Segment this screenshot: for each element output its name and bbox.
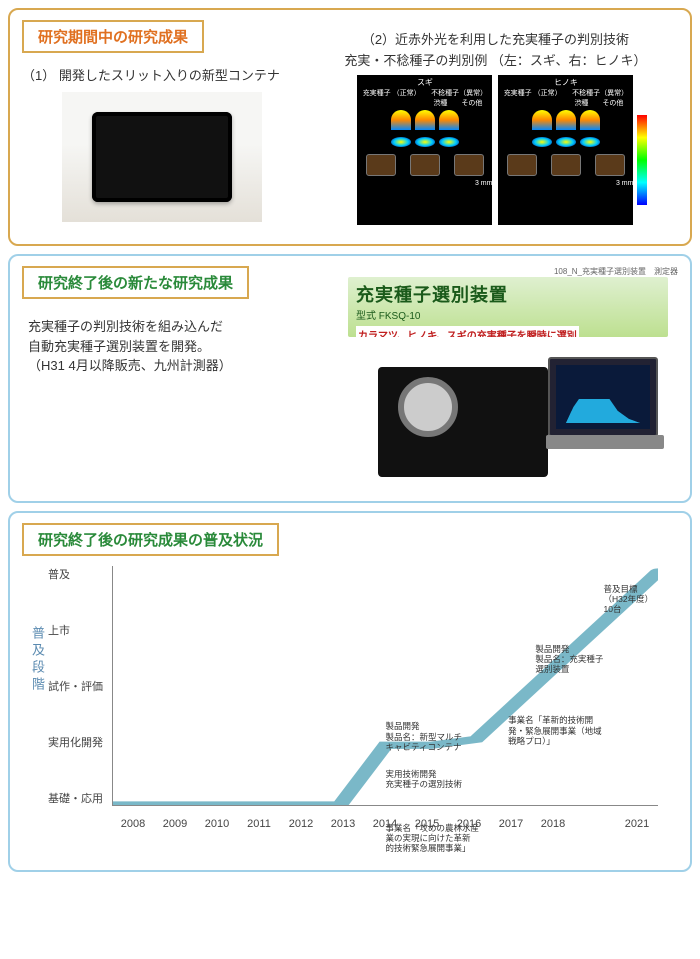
x10: 2018: [532, 818, 574, 830]
colorbar: [637, 115, 647, 205]
laptop: [548, 357, 658, 437]
machine-photo: [348, 337, 668, 487]
caption-1: （1） 開発したスリット入りの新型コンテナ: [22, 65, 303, 84]
nir-sugi-title: スギ: [357, 75, 492, 88]
col-right: （2）近赤外光を利用した充実種子の判別技術 充実・不稔種子の判別例 （左：スギ、…: [313, 59, 678, 230]
x2: 2010: [196, 818, 238, 830]
banner-tag: 108_N_充実種子選別装置 測定器: [348, 266, 678, 277]
y4: 基礎・応用: [48, 790, 108, 806]
laptop-screen: [556, 365, 650, 429]
x8: 2016: [448, 818, 490, 830]
y2: 試作・評価: [48, 678, 108, 694]
blob-row: [357, 135, 492, 152]
x5: 2013: [322, 818, 364, 830]
section-title-2: 研究終了後の新たな研究成果: [22, 266, 249, 299]
x-labels: 2008 2009 2010 2011 2012 2013 2014 2015 …: [112, 818, 658, 830]
nir-sub1b: 渋種: [574, 98, 588, 108]
nir-grid: スギ 充実種子 （正常） 不稔種子（異常） 渋種 その他 3 mm ヒノキ: [313, 75, 678, 225]
p2-left: 研究終了後の新たな研究成果 充実種子の判別技術を組み込んだ 自動充実種子選別装置…: [22, 266, 338, 487]
container-photo: [62, 92, 262, 222]
nir-hinoki-title: ヒノキ: [498, 75, 633, 88]
nir-col2b: 不稔種子（異常）: [572, 88, 628, 98]
y-labels: 普及 上市 試作・評価 実用化開発 基礎・応用: [48, 566, 108, 806]
x0: 2008: [112, 818, 154, 830]
caption-2b: 充実・不稔種子の判別例 （左：スギ、右：ヒノキ）: [313, 50, 678, 69]
scale-2: 3 mm: [498, 180, 633, 187]
seed-row: [357, 152, 492, 178]
scale-1: 3 mm: [357, 180, 492, 187]
chart-annotation: 製品開発 製品名：新型マルチ キャビティコンテナ: [386, 721, 463, 752]
machine-banner: 充実種子選別装置 型式 FKSQ-10 カラマツ、ヒノキ、スギの充実種子を瞬時に…: [348, 277, 668, 337]
x12: 2021: [616, 818, 658, 830]
panel-research-during: 研究期間中の研究成果 （1） 開発したスリット入りの新型コンテナ （2）近赤外光…: [8, 8, 692, 246]
nir-head2: 充実種子 （正常） 不稔種子（異常）: [498, 88, 633, 98]
banner-big: 充実種子選別装置: [356, 281, 660, 307]
panel-research-after: 研究終了後の新たな研究成果 充実種子の判別技術を組み込んだ 自動充実種子選別装置…: [8, 254, 692, 503]
nir-sub2b: その他: [602, 98, 623, 108]
machine-wheel: [398, 377, 458, 437]
nir-head: 充実種子 （正常） 不稔種子（異常）: [357, 88, 492, 98]
chart-annotation: 事業名「革新的技術開 発・緊急展開事業（地域 戦略プロ）」: [508, 715, 602, 746]
chart-annotation: 普及目標 （H32年度） 10台: [604, 584, 654, 615]
caption-2a: （2）近赤外光を利用した充実種子の判別技術: [313, 29, 678, 48]
histogram: [566, 383, 640, 423]
x3: 2011: [238, 818, 280, 830]
nir-hinoki: ヒノキ 充実種子 （正常） 不稔種子（異常） 渋種 その他 3 mm: [498, 75, 633, 225]
x11: [574, 818, 616, 830]
nir-sugi: スギ 充実種子 （正常） 不稔種子（異常） 渋種 その他 3 mm: [357, 75, 492, 225]
p2-right: 108_N_充実種子選別装置 測定器 充実種子選別装置 型式 FKSQ-10 カ…: [348, 266, 678, 487]
nir-col2: 不稔種子（異常）: [431, 88, 487, 98]
nir-sub1: 渋種: [433, 98, 447, 108]
chart: 普及段階 普及 上市 試作・評価 実用化開発 基礎・応用 製品開発 製品名：新型…: [22, 556, 678, 856]
y0: 普及: [48, 566, 108, 582]
nir-sub: 渋種 その他: [357, 98, 492, 108]
section-title-3: 研究終了後の研究成果の普及状況: [22, 523, 279, 556]
panel-dissemination: 研究終了後の研究成果の普及状況 普及段階 普及 上市 試作・評価 実用化開発 基…: [8, 511, 692, 872]
p2-body: 充実種子の判別技術を組み込んだ 自動充実種子選別装置を開発。 （H31 4月以降…: [28, 317, 338, 376]
col-left: （1） 開発したスリット入りの新型コンテナ: [22, 59, 303, 230]
y-axis-title: 普及段階: [28, 626, 47, 694]
chart-annotation: 製品開発 製品名：充実種子 選別装置: [535, 644, 603, 675]
x9: 2017: [490, 818, 532, 830]
nir-col1: 充実種子 （正常）: [363, 88, 421, 98]
y3: 実用化開発: [48, 734, 108, 750]
x7: 2015: [406, 818, 448, 830]
peak-row2: [498, 108, 633, 135]
seed-row2: [498, 152, 633, 178]
peak-row: [357, 108, 492, 135]
nir-sub2row: 渋種 その他: [498, 98, 633, 108]
plot: 製品開発 製品名：新型マルチ キャビティコンテナ実用技術開発 充実種子の選別技術…: [112, 566, 658, 806]
x4: 2012: [280, 818, 322, 830]
nir-sub2: その他: [461, 98, 482, 108]
banner-mid: 型式 FKSQ-10: [356, 307, 660, 322]
x1: 2009: [154, 818, 196, 830]
section-title-1: 研究期間中の研究成果: [22, 20, 204, 53]
y1: 上市: [48, 622, 108, 638]
chart-annotation: 実用技術開発 充実種子の選別技術: [386, 769, 463, 789]
nir-col1b: 充実種子 （正常）: [504, 88, 562, 98]
x6: 2014: [364, 818, 406, 830]
blob-row2: [498, 135, 633, 152]
